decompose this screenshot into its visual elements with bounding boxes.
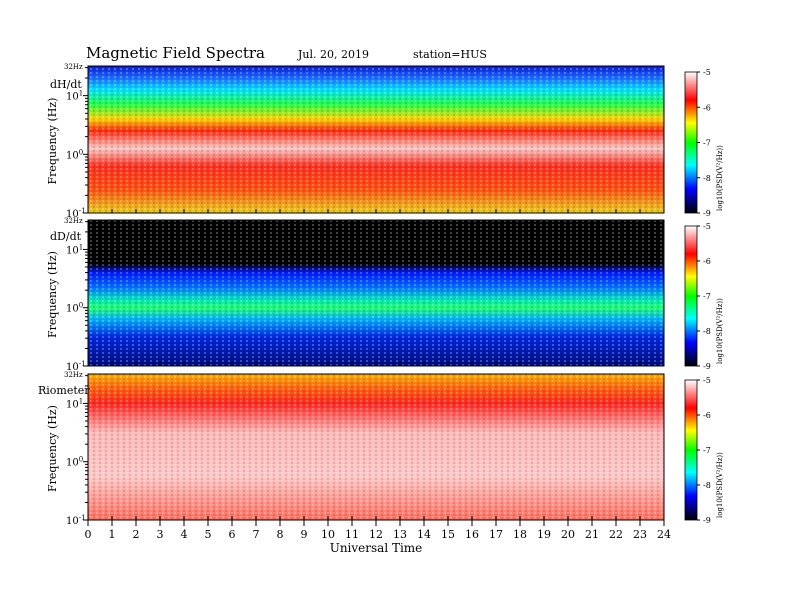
colorbar-tick-label: -9	[703, 362, 711, 371]
colorbar	[684, 225, 698, 367]
x-tick-label: 4	[181, 528, 188, 541]
y-tick-label: 10-1	[66, 514, 86, 527]
top-freq-label: 32Hz	[64, 217, 83, 225]
top-freq-label: 32Hz	[64, 371, 83, 379]
x-tick-label: 23	[633, 528, 647, 541]
x-tick-label: 6	[229, 528, 236, 541]
x-tick-label: 9	[301, 528, 308, 541]
colorbar	[684, 71, 698, 214]
x-tick-label: 20	[561, 528, 575, 541]
top-freq-label: 32Hz	[64, 63, 83, 71]
colorbar-tick-label: -8	[703, 481, 711, 490]
chart-title: Magnetic Field Spectra	[86, 44, 265, 62]
colorbar-tick-label: -8	[703, 174, 711, 183]
colorbar-tick-label: -7	[703, 446, 711, 455]
colorbar-tick-label: -5	[703, 68, 711, 77]
spectrogram-texture	[88, 374, 664, 520]
x-tick-label: 5	[205, 528, 212, 541]
x-tick-label: 13	[393, 528, 407, 541]
date-label: Jul. 20, 2019	[298, 48, 369, 61]
colorbar-tick-label: -6	[703, 257, 711, 266]
x-tick-label: 8	[277, 528, 284, 541]
x-tick-label: 16	[465, 528, 479, 541]
y-tick-label: 10-1	[66, 360, 86, 373]
y-tick-label: 101	[66, 243, 83, 256]
y-tick-label: 100	[66, 456, 83, 469]
x-tick-label: 21	[585, 528, 599, 541]
y-tick-label: 10-1	[66, 207, 86, 220]
x-tick-label: 15	[441, 528, 455, 541]
x-tick-label: 14	[417, 528, 431, 541]
colorbar-label: log10(PSD(V²/Hz))	[716, 298, 724, 364]
x-tick-label: 19	[537, 528, 551, 541]
colorbar-tick-label: -8	[703, 327, 711, 336]
x-tick-label: 1	[109, 528, 116, 541]
x-tick-label: 18	[513, 528, 527, 541]
x-tick-label: 11	[345, 528, 359, 541]
panel-label: dD/dt	[50, 230, 82, 243]
spectrogram-texture	[88, 220, 664, 366]
x-tick-label: 10	[321, 528, 335, 541]
x-tick-label: 0	[85, 528, 92, 541]
panel-label: Riometer	[38, 384, 90, 397]
y-axis-label: Frequency (Hz)	[46, 405, 59, 492]
x-tick-label: 3	[157, 528, 164, 541]
spectrogram-texture	[88, 66, 664, 213]
colorbar	[684, 379, 698, 521]
x-tick-label: 17	[489, 528, 503, 541]
x-axis-label: Universal Time	[330, 541, 423, 555]
x-tick-label: 7	[253, 528, 260, 541]
colorbar-tick-label: -6	[703, 411, 711, 420]
panel-label: dH/dt	[50, 78, 82, 91]
colorbar-tick-label: -9	[703, 209, 711, 218]
y-tick-label: 101	[66, 90, 83, 103]
x-tick-label: 2	[133, 528, 140, 541]
colorbar-tick-label: -9	[703, 516, 711, 525]
y-tick-label: 100	[66, 302, 83, 315]
x-tick-label: 24	[657, 528, 671, 541]
colorbar-tick-label: -6	[703, 103, 711, 112]
x-tick-label: 22	[609, 528, 623, 541]
colorbar-tick-label: -5	[703, 222, 711, 231]
y-axis-label: Frequency (Hz)	[46, 251, 59, 338]
x-tick-label: 12	[369, 528, 383, 541]
colorbar-tick-label: -5	[703, 376, 711, 385]
colorbar-tick-label: -7	[703, 292, 711, 301]
y-tick-label: 101	[66, 397, 83, 410]
colorbar-tick-label: -7	[703, 139, 711, 148]
y-tick-label: 100	[66, 148, 83, 161]
colorbar-label: log10(PSD(V²/Hz))	[716, 452, 724, 518]
y-axis-label: Frequency (Hz)	[46, 98, 59, 185]
station-label: station=HUS	[413, 48, 487, 61]
colorbar-label: log10(PSD(V²/Hz))	[716, 145, 724, 211]
